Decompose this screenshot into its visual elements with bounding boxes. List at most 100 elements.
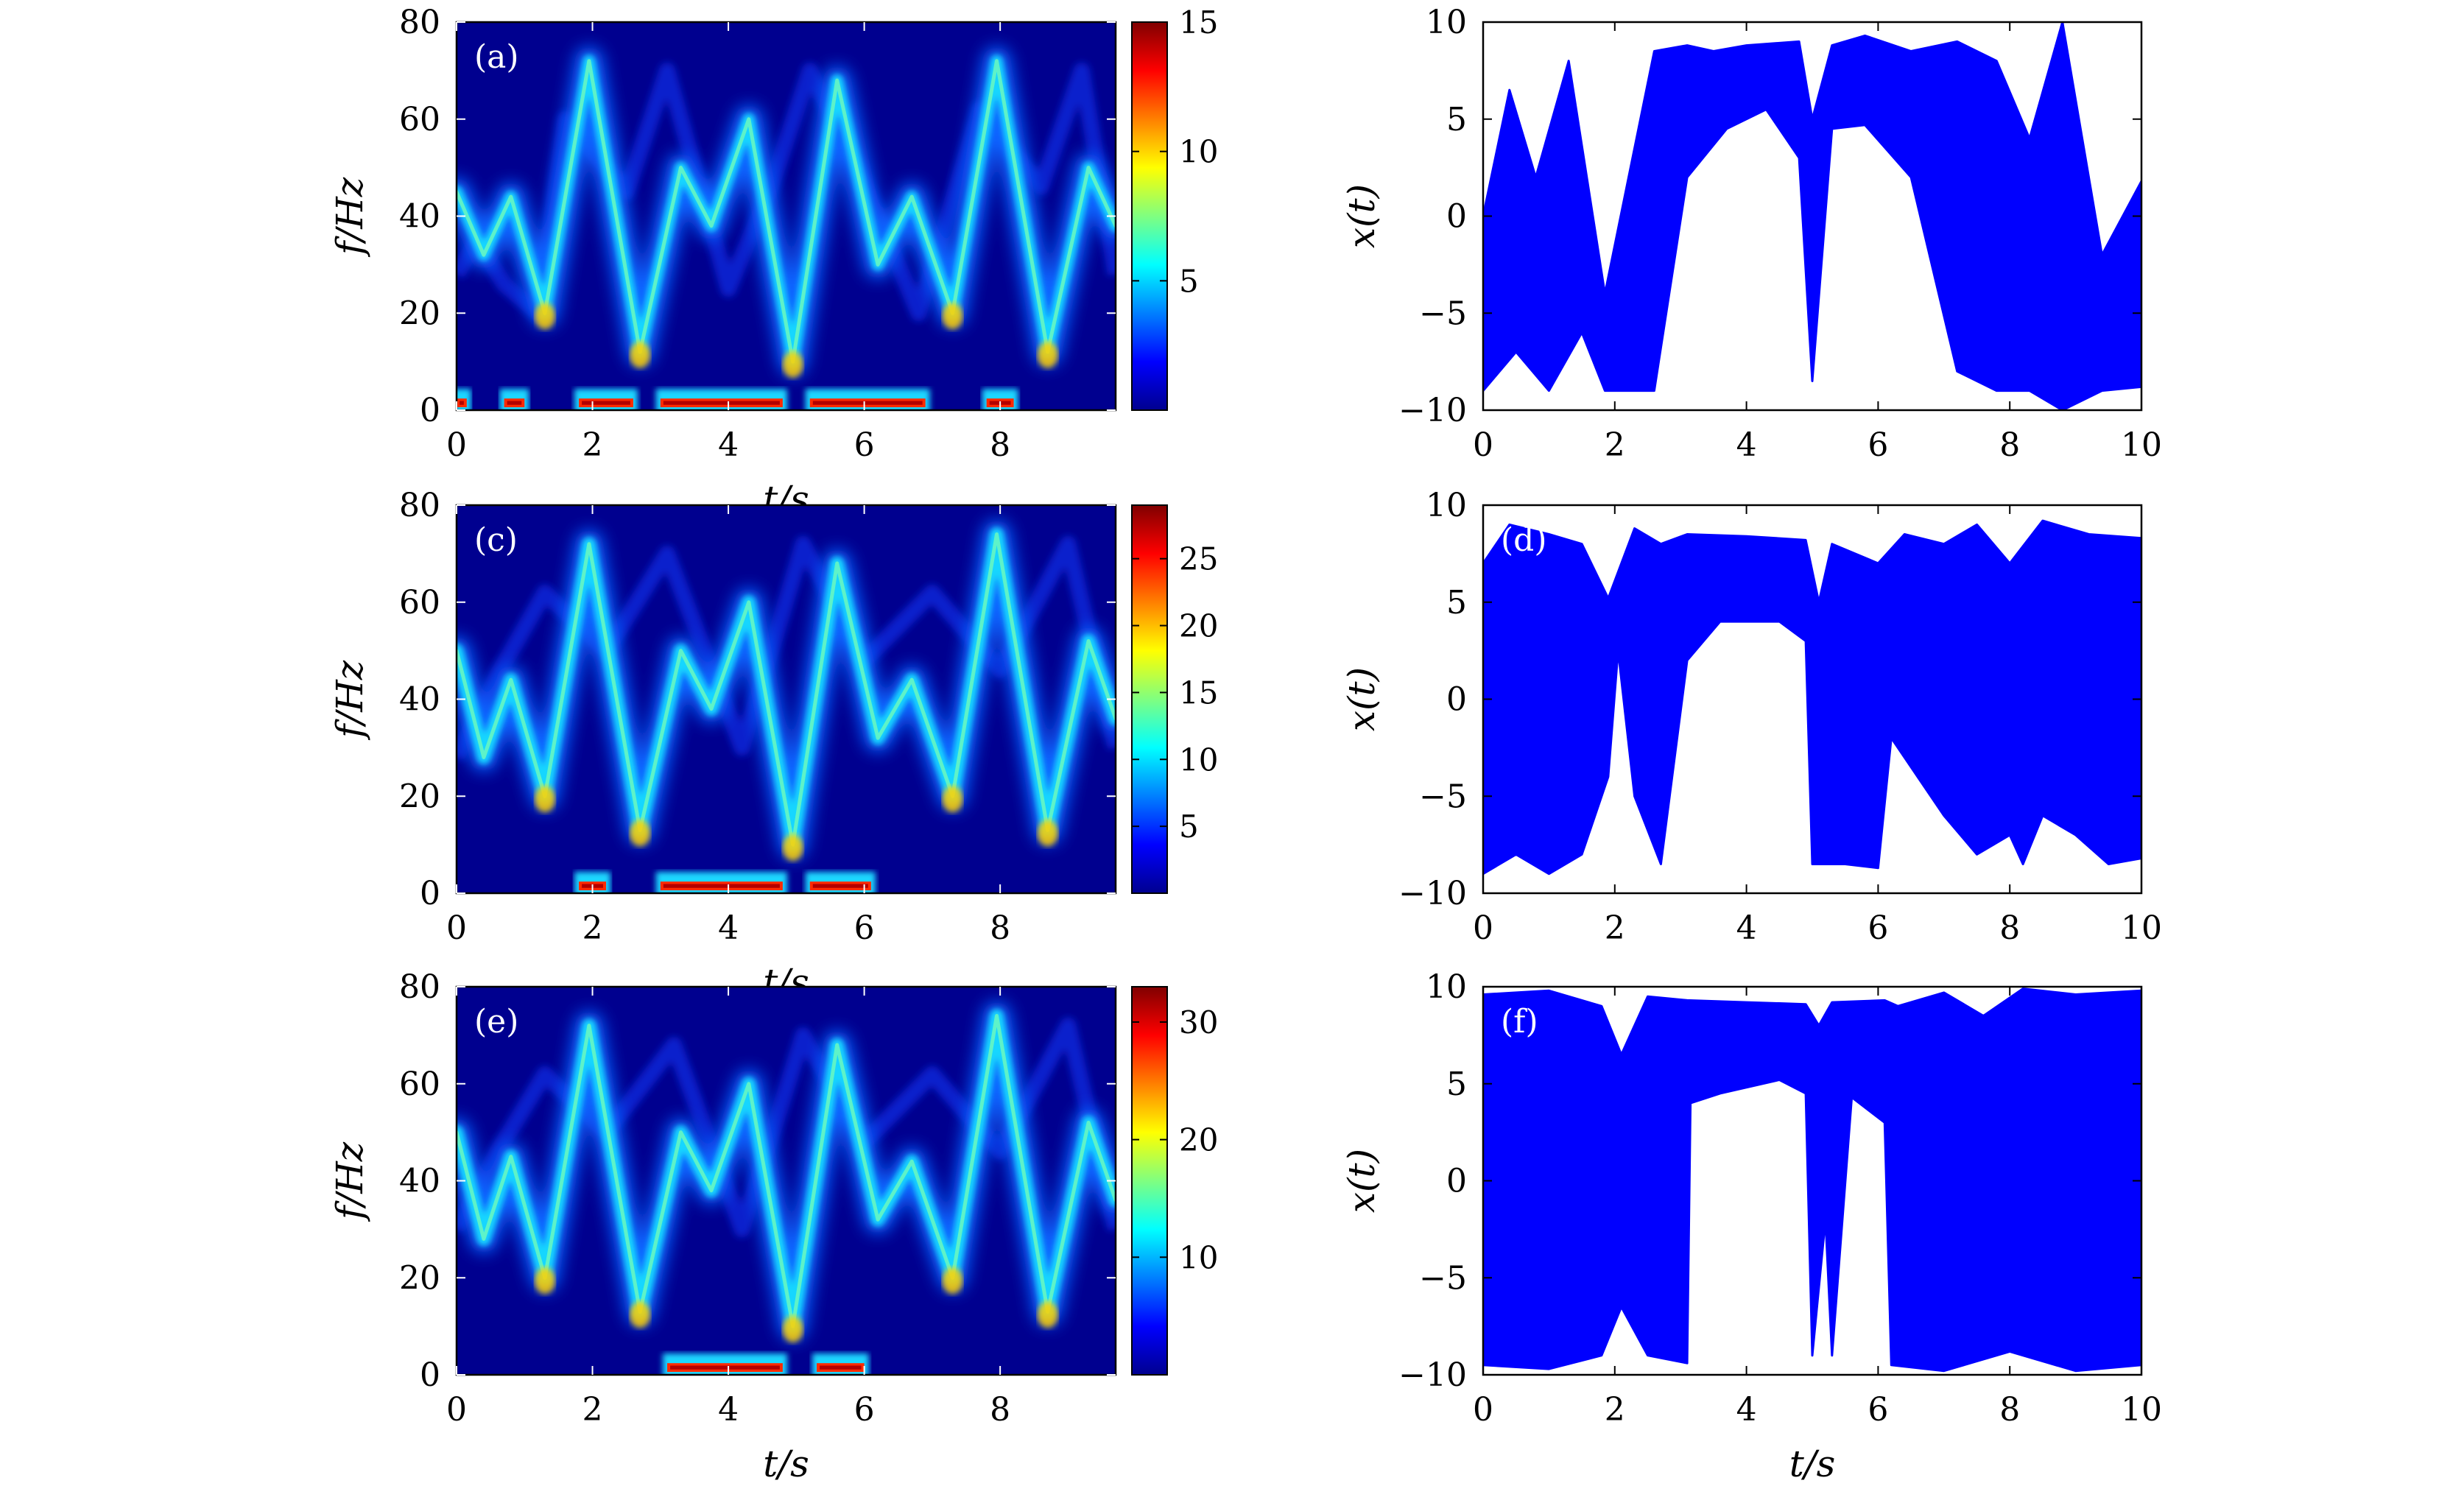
x-tick-label: 4 bbox=[1736, 426, 1757, 464]
x-tick-label: 4 bbox=[1736, 909, 1757, 947]
ridge-hotspot bbox=[534, 303, 555, 330]
y-tick-label: 80 bbox=[399, 487, 440, 524]
x-axis-label: t/s bbox=[763, 1443, 809, 1485]
colorbar-gradient bbox=[1131, 21, 1168, 411]
x-tick-label: 8 bbox=[990, 1391, 1010, 1429]
x-tick-label: 0 bbox=[446, 1391, 467, 1429]
panel-label: (e) bbox=[474, 1003, 518, 1040]
x-tick-label: 6 bbox=[854, 426, 875, 464]
x-tick-label: 4 bbox=[718, 1391, 739, 1429]
y-tick-label: −10 bbox=[1398, 1356, 1467, 1394]
ridge-hotspot bbox=[782, 351, 803, 378]
y-tick-label: 40 bbox=[399, 1163, 440, 1200]
y-tick-label: 60 bbox=[399, 1066, 440, 1103]
x-tick-label: 0 bbox=[446, 909, 467, 947]
y-tick-label: 0 bbox=[420, 1356, 440, 1394]
dc-band-core bbox=[460, 401, 464, 405]
heatmap-content bbox=[457, 520, 1116, 893]
colorbar-tick-label: 25 bbox=[1179, 541, 1218, 577]
dc-band-core bbox=[670, 1365, 780, 1370]
x-tick-label: 10 bbox=[2121, 426, 2162, 464]
ridge-hotspot bbox=[1037, 1301, 1058, 1328]
y-axis-label: x(t) bbox=[1340, 667, 1383, 731]
y-tick-label: 5 bbox=[1446, 584, 1467, 621]
colorbar: 10 20 30 bbox=[1131, 986, 1218, 1376]
x-tick-label: 4 bbox=[718, 909, 739, 947]
y-axis-label: x(t) bbox=[1340, 184, 1383, 248]
x-tick-label: 2 bbox=[1605, 909, 1625, 947]
ridge-hotspot bbox=[1037, 820, 1058, 847]
y-tick-label: 0 bbox=[420, 875, 440, 912]
colorbar-tick-label: 30 bbox=[1179, 1004, 1218, 1040]
x-tick-label: 6 bbox=[854, 909, 875, 947]
x-tick-label: 0 bbox=[446, 426, 467, 464]
signal-area bbox=[1483, 987, 2141, 1373]
ridge-hotspot bbox=[942, 1267, 963, 1295]
ridge-main-core bbox=[457, 59, 1116, 364]
ridge-hotspot bbox=[942, 303, 963, 330]
y-tick-label: 0 bbox=[420, 392, 440, 429]
x-tick-label: 6 bbox=[1868, 426, 1888, 464]
colorbar: 5 10 15 20 25 bbox=[1131, 504, 1218, 894]
ridge-main-core bbox=[457, 1014, 1116, 1328]
colorbar-tick-label: 10 bbox=[1179, 134, 1218, 170]
y-tick-label: 10 bbox=[1426, 968, 1467, 1006]
ridge-hotspot bbox=[630, 820, 651, 847]
y-axis-label: f/Hz bbox=[328, 660, 371, 741]
y-tick-label: −5 bbox=[1419, 295, 1467, 332]
x-axis-label: t/s bbox=[1789, 1443, 1836, 1485]
x-tick-label: 8 bbox=[990, 909, 1010, 947]
colorbar-tick-label: 20 bbox=[1179, 608, 1218, 644]
panel-f: 0 2 4 6 8 10 −10 −5 0 5 10 x(t) t/s (f) bbox=[1340, 968, 2162, 1485]
y-axis-label: f/Hz bbox=[328, 1141, 371, 1222]
y-tick-label: 40 bbox=[399, 198, 440, 236]
x-tick-label: 8 bbox=[1999, 1391, 2020, 1429]
panel-b: 0 2 4 6 8 10 −10 −5 0 5 10 x(t) (b) bbox=[1340, 4, 2162, 464]
x-tick-label: 0 bbox=[1473, 909, 1493, 947]
colorbar-tick-label: 20 bbox=[1179, 1122, 1218, 1158]
x-tick-label: 6 bbox=[854, 1391, 875, 1429]
panel-label: (b) bbox=[1501, 38, 1547, 76]
y-axis-label: f/Hz bbox=[328, 177, 371, 258]
dc-band-core bbox=[812, 401, 923, 405]
y-tick-label: 5 bbox=[1446, 101, 1467, 138]
signal-band bbox=[1483, 519, 2141, 876]
dc-band-core bbox=[663, 401, 780, 405]
x-tick-label: 8 bbox=[990, 426, 1010, 464]
y-tick-label: 60 bbox=[399, 101, 440, 138]
x-tick-label: 4 bbox=[718, 426, 739, 464]
x-tick-label: 2 bbox=[582, 1391, 603, 1429]
dc-band-core bbox=[582, 401, 630, 405]
y-tick-label: −10 bbox=[1398, 875, 1467, 912]
x-tick-label: 6 bbox=[1868, 909, 1888, 947]
heatmap-content bbox=[457, 46, 1116, 410]
heatmap-content bbox=[457, 1001, 1116, 1375]
x-tick-label: 2 bbox=[582, 909, 603, 947]
signal-area bbox=[1483, 22, 2141, 410]
ridge-hotspot bbox=[782, 1316, 803, 1343]
y-tick-label: −10 bbox=[1398, 392, 1467, 429]
x-tick-label: 10 bbox=[2121, 909, 2162, 947]
y-tick-label: −5 bbox=[1419, 778, 1467, 815]
panel-label: (a) bbox=[474, 38, 519, 76]
y-tick-label: 20 bbox=[399, 1259, 440, 1297]
panel-d: 0 2 4 6 8 10 −10 −5 0 5 10 x(t) (d) bbox=[1340, 487, 2162, 947]
x-tick-label: 4 bbox=[1736, 1391, 1757, 1429]
ridge-hotspot bbox=[782, 834, 803, 862]
ridge-hotspot bbox=[630, 1301, 651, 1328]
x-tick-label: 6 bbox=[1868, 1391, 1888, 1429]
panel-label: (d) bbox=[1501, 521, 1547, 559]
y-tick-label: 20 bbox=[399, 778, 440, 815]
y-tick-label: 10 bbox=[1426, 4, 1467, 41]
y-axis-label: x(t) bbox=[1340, 1149, 1383, 1213]
y-tick-label: 0 bbox=[1446, 1163, 1467, 1200]
x-tick-label: 0 bbox=[1473, 1391, 1493, 1429]
colorbar-tick-label: 15 bbox=[1179, 675, 1218, 711]
dc-band-core bbox=[663, 884, 780, 888]
y-tick-label: 60 bbox=[399, 584, 440, 621]
y-tick-label: 0 bbox=[1446, 198, 1467, 236]
y-tick-label: −5 bbox=[1419, 1259, 1467, 1297]
